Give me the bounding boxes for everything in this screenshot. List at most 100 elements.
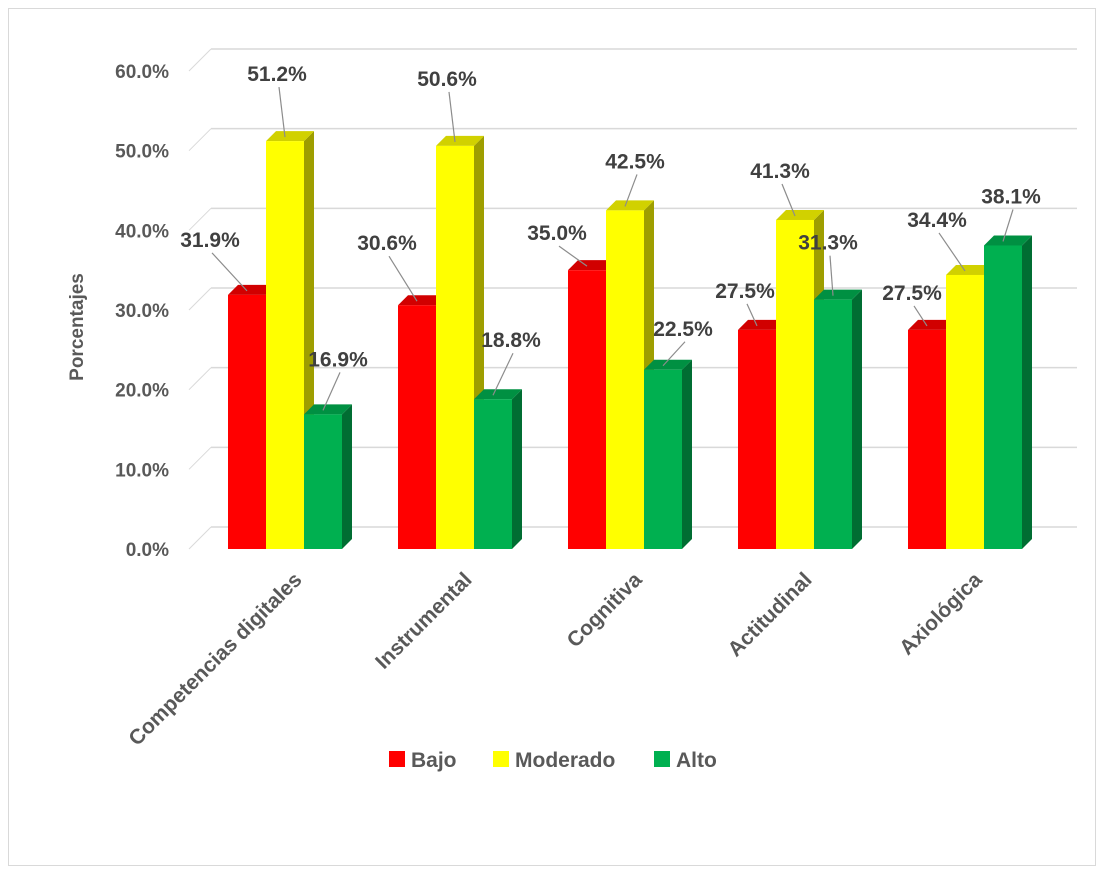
leader-line [913, 305, 928, 327]
data-label: 27.5% [715, 280, 775, 303]
gridline-depth [188, 446, 212, 470]
bar-front [228, 294, 266, 549]
bar-moderado [776, 209, 824, 549]
bar-alto [644, 359, 692, 549]
leader-line [662, 341, 686, 367]
leader-line [278, 87, 286, 138]
data-label: 42.5% [605, 150, 665, 173]
bar-side [852, 289, 862, 549]
leader-line [624, 174, 638, 207]
bar-top [436, 135, 484, 146]
legend-swatch [493, 751, 509, 767]
category-label: Actitudinal [724, 568, 817, 661]
axis-layer: 0.0% 10.0% 20.0% 30.0% 40.0% 50.0% 60.0% [115, 62, 169, 561]
bar-alto [474, 389, 522, 549]
legend-item-moderado: Moderado [493, 749, 615, 772]
legend-item-alto: Alto [654, 749, 717, 772]
bar-front [436, 145, 474, 550]
leader-line [211, 252, 248, 292]
y-tick-label: 50.0% [115, 142, 169, 163]
leader-line [829, 255, 834, 296]
gridline-depth [188, 526, 212, 550]
gridline-depth [188, 287, 212, 311]
y-tick-label: 40.0% [115, 221, 169, 242]
bar-front [908, 329, 946, 549]
bar-top [814, 289, 862, 300]
bar-side [512, 389, 522, 549]
leader-line [492, 352, 514, 396]
legend-label: Alto [676, 749, 717, 772]
bar-front [984, 245, 1022, 549]
leader-line [746, 303, 758, 327]
bar-front [304, 414, 342, 549]
category-label: Instrumental [371, 568, 476, 673]
bar-front [738, 329, 776, 549]
bar-front [644, 369, 682, 549]
gridline-depth [188, 48, 212, 72]
bar-top [946, 264, 994, 275]
legend-swatch [389, 751, 405, 767]
leader-line [322, 372, 341, 411]
bar-top [738, 319, 786, 330]
y-axis-label: Porcentajes [67, 273, 88, 381]
bar-front [568, 270, 606, 549]
gridline-depth [188, 128, 212, 152]
data-label: 51.2% [247, 63, 307, 86]
bar-side [682, 359, 692, 549]
leader-line [558, 245, 588, 267]
legend: Bajo Moderado Alto [389, 749, 717, 772]
data-label: 31.9% [180, 229, 240, 252]
bar-front [398, 305, 436, 549]
y-tick-label: 20.0% [115, 381, 169, 402]
chart-frame: 0.0% 10.0% 20.0% 30.0% 40.0% 50.0% 60.0% 31.9%… [8, 8, 1096, 866]
data-label: 50.6% [417, 68, 477, 91]
data-label: 30.6% [357, 232, 417, 255]
category-layer: Competencias digitales Instrumental Cognit… [124, 568, 986, 750]
y-tick-label: 0.0% [126, 540, 169, 561]
bar-top [776, 209, 824, 220]
data-label: 18.8% [481, 329, 541, 352]
bar-front [946, 274, 984, 549]
bar-side [1022, 235, 1032, 549]
leader-line [388, 255, 418, 302]
leader-line [938, 232, 966, 272]
bar-front [606, 210, 644, 549]
bar-top [228, 284, 276, 295]
bar-alto [984, 235, 1032, 549]
data-label: 27.5% [882, 282, 942, 305]
legend-swatch [654, 751, 670, 767]
legend-item-bajo: Bajo [389, 749, 457, 772]
data-label: 38.1% [981, 185, 1041, 208]
bar-top [606, 200, 654, 211]
leader-line [781, 183, 796, 217]
data-label: 22.5% [653, 318, 713, 341]
bar-top [568, 260, 616, 271]
category-label: Axiológica [895, 568, 987, 660]
bar-side [342, 404, 352, 549]
bar-top [984, 235, 1032, 246]
bar-top [398, 295, 446, 306]
bar-alto [304, 404, 352, 549]
y-tick-label: 10.0% [115, 460, 169, 481]
bar-front [266, 141, 304, 549]
bar-top [908, 319, 956, 330]
data-label: 31.3% [798, 232, 858, 255]
bar-top [304, 404, 352, 415]
data-label: 16.9% [308, 348, 368, 371]
data-label: 34.4% [907, 209, 967, 232]
y-tick-label: 60.0% [115, 62, 169, 83]
bar-front [814, 299, 852, 549]
bar-front [776, 219, 814, 549]
bar-layer [228, 131, 1032, 550]
bar-alto [814, 289, 862, 549]
bar-top [644, 359, 692, 370]
gridline-depth [188, 367, 212, 391]
y-tick-label: 30.0% [115, 301, 169, 322]
leader-line [1002, 209, 1014, 242]
data-label: 35.0% [527, 222, 587, 245]
bar-top [474, 389, 522, 400]
category-label: Cognitiva [563, 568, 647, 652]
chart-svg: 0.0% 10.0% 20.0% 30.0% 40.0% 50.0% 60.0% 31.9%… [67, 48, 1077, 772]
category-label: Competencias digitales [124, 568, 306, 750]
label-layer: 31.9% 51.2% 16.9% 30.6% 50.6% 18.8% 35.0% 42.5%… [180, 63, 1041, 411]
